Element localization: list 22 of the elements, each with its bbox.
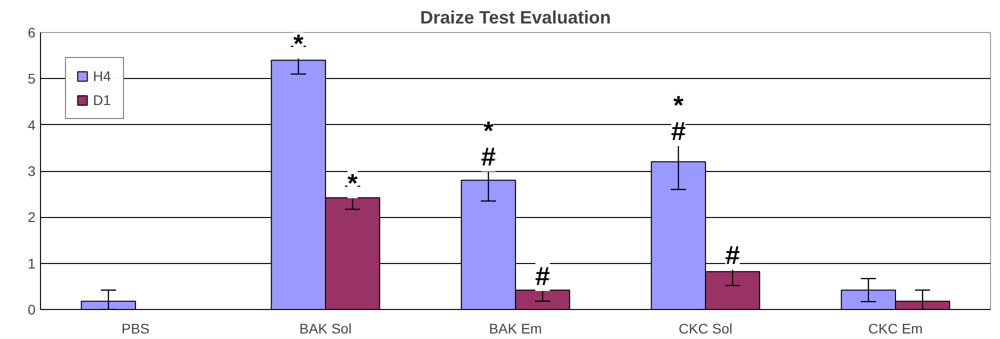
annotation: * bbox=[348, 168, 359, 198]
annotation: * bbox=[293, 28, 304, 58]
legend-label: D1 bbox=[93, 92, 112, 108]
x-tick-label: CKC Sol bbox=[678, 320, 732, 336]
x-tick-label: PBS bbox=[121, 320, 150, 336]
y-tick-label: 5 bbox=[28, 70, 36, 87]
y-tick-label: 4 bbox=[28, 116, 36, 133]
annotation: * bbox=[483, 115, 494, 146]
x-tick-label: BAK Em bbox=[489, 320, 542, 336]
annotation: # bbox=[671, 116, 686, 146]
y-tick-label: 0 bbox=[28, 302, 36, 318]
annotation: # bbox=[535, 261, 550, 292]
y-tick-label: 6 bbox=[28, 24, 36, 40]
x-tick-label: CKC Em bbox=[868, 320, 923, 336]
chart-title: Draize Test Evaluation bbox=[420, 8, 611, 28]
y-tick-label: 2 bbox=[28, 209, 36, 226]
annotation: # bbox=[725, 240, 740, 270]
y-tick-label: 3 bbox=[28, 163, 36, 179]
x-tick-label: BAK Sol bbox=[299, 320, 352, 336]
legend-label: H4 bbox=[93, 68, 112, 84]
y-tick-label: 1 bbox=[28, 255, 36, 272]
annotation: # bbox=[481, 141, 496, 172]
